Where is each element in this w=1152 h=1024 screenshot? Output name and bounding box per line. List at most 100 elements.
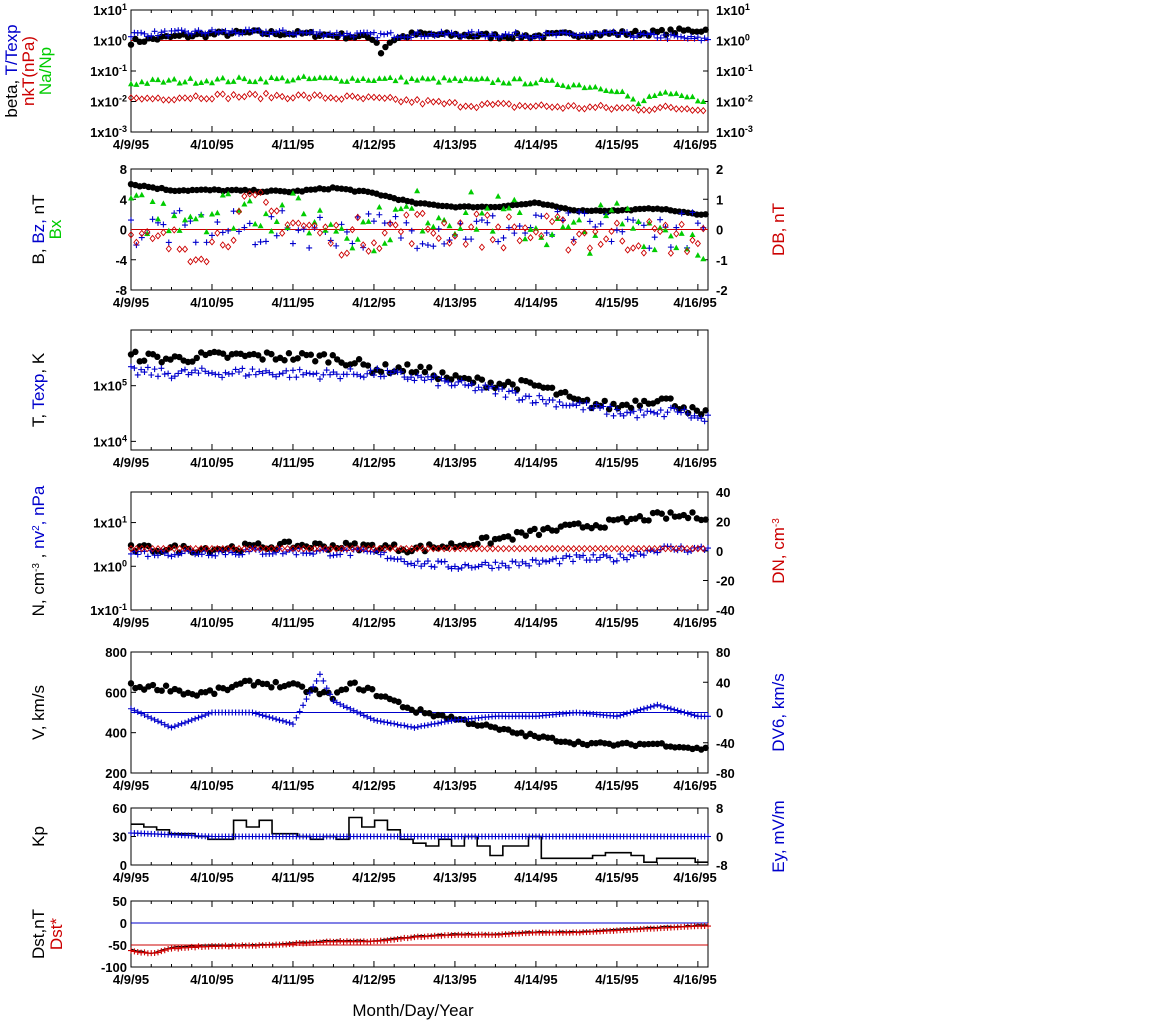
- point-dv6-3: [138, 710, 145, 717]
- point-v-61: [395, 698, 402, 706]
- point-texp-54: [310, 371, 317, 378]
- point-ttexp-71: [367, 31, 374, 38]
- point-ttexp-131: [570, 31, 577, 38]
- point-v-0: [127, 680, 135, 687]
- point-nv2-128: [559, 555, 566, 562]
- point-nanp-74: [527, 80, 534, 87]
- point-texp-16: [181, 366, 188, 373]
- point-texp-110: [499, 385, 506, 392]
- point-ttexp-4: [141, 30, 148, 37]
- point-texp-52: [303, 369, 310, 376]
- point-nv2-2: [134, 551, 141, 558]
- point-nanp-50: [397, 74, 404, 80]
- point-nv2-121: [536, 561, 543, 568]
- point-nktnpa-90: [613, 104, 620, 112]
- point-ttexp-11: [165, 32, 172, 39]
- point-t-1: [132, 348, 139, 356]
- point-dv6-8: [154, 718, 161, 725]
- point-ttexp-18: [188, 30, 195, 37]
- point-t-108: [601, 397, 608, 405]
- point-bx-4: [149, 198, 156, 204]
- point-bz-9: [176, 207, 183, 214]
- point-nktnpa-84: [581, 105, 588, 113]
- point-beta-87: [509, 35, 516, 42]
- point-texp-44: [276, 371, 283, 378]
- point-bz-71: [511, 230, 518, 237]
- point-db-102: [678, 220, 685, 229]
- series-v: [127, 677, 709, 753]
- point-bx-88: [603, 212, 610, 219]
- point-nanp-34: [311, 75, 318, 81]
- point-dn-37: [327, 544, 334, 553]
- point-nktnpa-14: [203, 95, 210, 103]
- point-bx-61: [457, 225, 464, 231]
- point-dv6-36: [249, 709, 256, 716]
- point-db-96: [646, 217, 653, 226]
- point-texp-68: [357, 373, 364, 380]
- point-bx-54: [419, 227, 426, 234]
- point-ttexp-72: [370, 29, 377, 36]
- point-dv6-2: [134, 708, 141, 715]
- point-nv2-113: [509, 558, 516, 565]
- point-bz-15: [208, 232, 215, 239]
- x-tick-label: 4/11/95: [272, 295, 315, 310]
- point-db-16: [214, 229, 221, 237]
- point-nktnpa-66: [484, 99, 491, 108]
- point-ttexp-48: [289, 30, 296, 37]
- point-ttexp-53: [306, 30, 313, 37]
- point-bz-83: [576, 209, 583, 216]
- point-beta-16: [197, 30, 205, 38]
- point-nanp-55: [424, 75, 431, 82]
- point-dv6-167: [691, 712, 698, 719]
- y2-tick-label: 0: [716, 830, 723, 845]
- point-t-52: [355, 356, 363, 363]
- point-t-81: [483, 384, 490, 391]
- point-texp-65: [347, 365, 354, 372]
- x-tick-label: 4/13/95: [433, 455, 476, 470]
- point-nv2-89: [428, 563, 435, 570]
- point-nv2-87: [421, 560, 428, 567]
- point-db-12: [192, 256, 199, 264]
- point-ttexp-54: [310, 28, 317, 35]
- point-dst-62: [337, 938, 344, 945]
- point-dn-22: [246, 544, 253, 553]
- point-texp-34: [242, 373, 249, 379]
- point-dv6-85: [414, 724, 421, 731]
- point-ttexp-143: [610, 28, 617, 35]
- point-nv2-93: [441, 558, 448, 565]
- point-bx-71: [511, 196, 518, 203]
- point-texp-67: [354, 371, 361, 378]
- point-nktnpa-104: [689, 106, 696, 115]
- point-ttexp-142: [607, 29, 614, 36]
- panel-3: 1x104 1x105 4/9/95 4/10/95 4/11/95 4/12/95 4/1…: [29, 329, 717, 470]
- point-dv6-164: [681, 709, 688, 716]
- point-nanp-61: [457, 77, 464, 84]
- point-nanp-25: [262, 78, 269, 85]
- point-nanp-91: [619, 88, 626, 94]
- point-bx-104: [689, 231, 696, 237]
- point-dn-40: [343, 544, 351, 553]
- point-beta-115: [632, 27, 639, 35]
- point-nktnpa-39: [338, 95, 345, 103]
- point-ttexp-6: [148, 32, 155, 39]
- point-nktnpa-48: [387, 93, 394, 102]
- point-dv6-63: [340, 703, 347, 710]
- point-nanp-69: [500, 79, 507, 86]
- point-ttexp-151: [637, 30, 644, 37]
- point-v-8: [162, 682, 170, 689]
- point-texp-17: [185, 371, 192, 378]
- point-ttexp-104: [478, 31, 485, 38]
- point-dv6-23: [205, 710, 212, 717]
- point-texp-149: [630, 408, 637, 415]
- point-ttexp-77: [387, 29, 394, 36]
- point-bx-65: [478, 210, 485, 216]
- point-nanp-95: [640, 97, 647, 104]
- point-nv2-88: [424, 558, 431, 565]
- point-bx-10: [181, 216, 188, 223]
- point-texp-78: [391, 367, 398, 374]
- point-bz-51: [403, 219, 410, 226]
- point-nv2-149: [630, 552, 637, 559]
- point-ttexp-73: [374, 34, 381, 41]
- point-ttexp-21: [198, 29, 205, 36]
